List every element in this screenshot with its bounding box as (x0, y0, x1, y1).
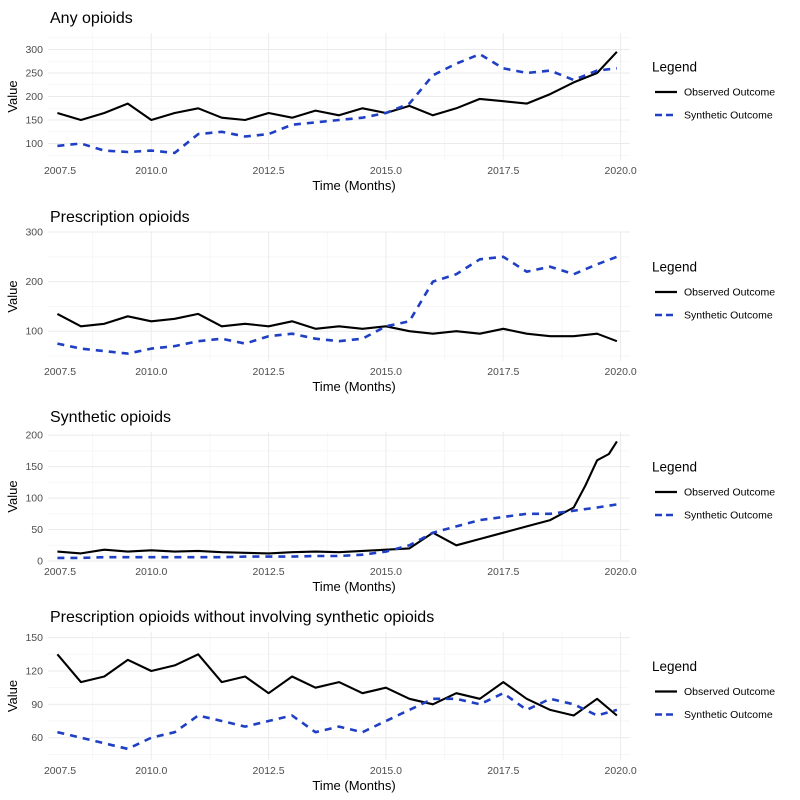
panel-title: Any opioids (50, 10, 133, 27)
x-tick-label: 2020.0 (605, 566, 637, 578)
y-tick-label: 200 (25, 276, 43, 288)
x-tick-label: 2010.0 (135, 566, 167, 578)
x-tick-label: 2007.5 (44, 566, 76, 578)
x-axis-title: Time (Months) (312, 178, 395, 193)
observed-outcome-line (57, 52, 617, 120)
legend-title: Legend (652, 60, 697, 75)
legend-label: Observed Outcome (684, 287, 775, 299)
legend: Legend Observed Outcome Synthetic Outcome (652, 659, 775, 721)
x-tick-label: 2010.0 (135, 165, 167, 177)
grid (48, 632, 630, 760)
y-tick-label: 300 (25, 44, 43, 56)
x-tick-label: 2017.5 (487, 566, 519, 578)
grid (48, 432, 630, 561)
x-tick-label: 2017.5 (487, 765, 519, 777)
y-tick-label: 200 (25, 430, 43, 442)
x-tick-label: 2017.5 (487, 366, 519, 378)
y-tick-label: 100 (25, 326, 43, 338)
legend-label: Observed Outcome (684, 87, 775, 99)
x-tick-label: 2020.0 (605, 165, 637, 177)
x-axis-title: Time (Months) (312, 778, 395, 793)
y-tick-label: 150 (25, 632, 43, 644)
panel-title: Synthetic opioids (50, 409, 171, 426)
y-axis-title: Value (5, 480, 20, 512)
legend-title: Legend (652, 460, 697, 475)
x-tick-label: 2015.0 (370, 566, 402, 578)
legend-label: Synthetic Outcome (684, 310, 773, 322)
y-tick-label: 0 (37, 556, 43, 568)
y-tick-label: 100 (25, 493, 43, 505)
y-axis-title: Value (5, 680, 20, 712)
x-tick-label: 2015.0 (370, 366, 402, 378)
observed-outcome-line (57, 314, 617, 341)
y-tick-label: 60 (31, 732, 43, 744)
opioid-charts-figure: Any opioids 2007.5 2010.0 2012.5 2015.0 2017.… (0, 0, 800, 800)
x-tick-label: 2012.5 (253, 366, 285, 378)
y-tick-label: 90 (31, 699, 43, 711)
synthetic-outcome-line (57, 257, 617, 354)
legend: Legend Observed Outcome Synthetic Outcome (652, 260, 775, 322)
y-tick-label: 250 (25, 67, 43, 79)
legend-label: Synthetic Outcome (684, 110, 773, 122)
x-tick-label: 2020.0 (605, 765, 637, 777)
legend-label: Synthetic Outcome (684, 510, 773, 522)
y-tick-label: 100 (25, 138, 43, 150)
x-axis-title: Time (Months) (312, 379, 395, 394)
x-tick-label: 2017.5 (487, 165, 519, 177)
chart-panel-2: Prescription opioids 2007.5 2010.0 2012.5 20… (5, 209, 775, 394)
x-tick-label: 2007.5 (44, 165, 76, 177)
y-tick-label: 150 (25, 115, 43, 127)
y-tick-label: 120 (25, 665, 43, 677)
y-axis-title: Value (5, 80, 20, 112)
y-tick-label: 150 (25, 461, 43, 473)
legend-label: Observed Outcome (684, 487, 775, 499)
x-tick-label: 2007.5 (44, 366, 76, 378)
x-tick-label: 2010.0 (135, 366, 167, 378)
y-tick-label: 200 (25, 91, 43, 103)
legend-label: Synthetic Outcome (684, 709, 773, 721)
legend-title: Legend (652, 260, 697, 275)
legend-title: Legend (652, 659, 697, 674)
synthetic-outcome-line (57, 54, 617, 153)
panel-title: Prescription opioids (50, 209, 190, 226)
x-tick-label: 2020.0 (605, 366, 637, 378)
panel-title: Prescription opioids without involving s… (50, 609, 434, 626)
legend: Legend Observed Outcome Synthetic Outcome (652, 60, 775, 122)
x-tick-label: 2015.0 (370, 165, 402, 177)
legend-label: Observed Outcome (684, 686, 775, 698)
x-tick-label: 2012.5 (253, 765, 285, 777)
chart-panel-4: Prescription opioids without involving s… (5, 609, 775, 793)
y-tick-label: 300 (25, 227, 43, 239)
x-tick-label: 2010.0 (135, 765, 167, 777)
x-axis-title: Time (Months) (312, 579, 395, 594)
x-tick-label: 2012.5 (253, 566, 285, 578)
chart-panel-3: Synthetic opioids 2007.5 2010.0 2012.5 2015.… (5, 409, 775, 594)
x-tick-label: 2012.5 (253, 165, 285, 177)
observed-outcome-line (57, 441, 617, 553)
x-tick-label: 2015.0 (370, 765, 402, 777)
y-tick-label: 50 (31, 524, 43, 536)
legend: Legend Observed Outcome Synthetic Outcome (652, 460, 775, 522)
y-axis-title: Value (5, 280, 20, 312)
chart-panel-1: Any opioids 2007.5 2010.0 2012.5 2015.0 2017.… (5, 10, 775, 193)
x-tick-label: 2007.5 (44, 765, 76, 777)
